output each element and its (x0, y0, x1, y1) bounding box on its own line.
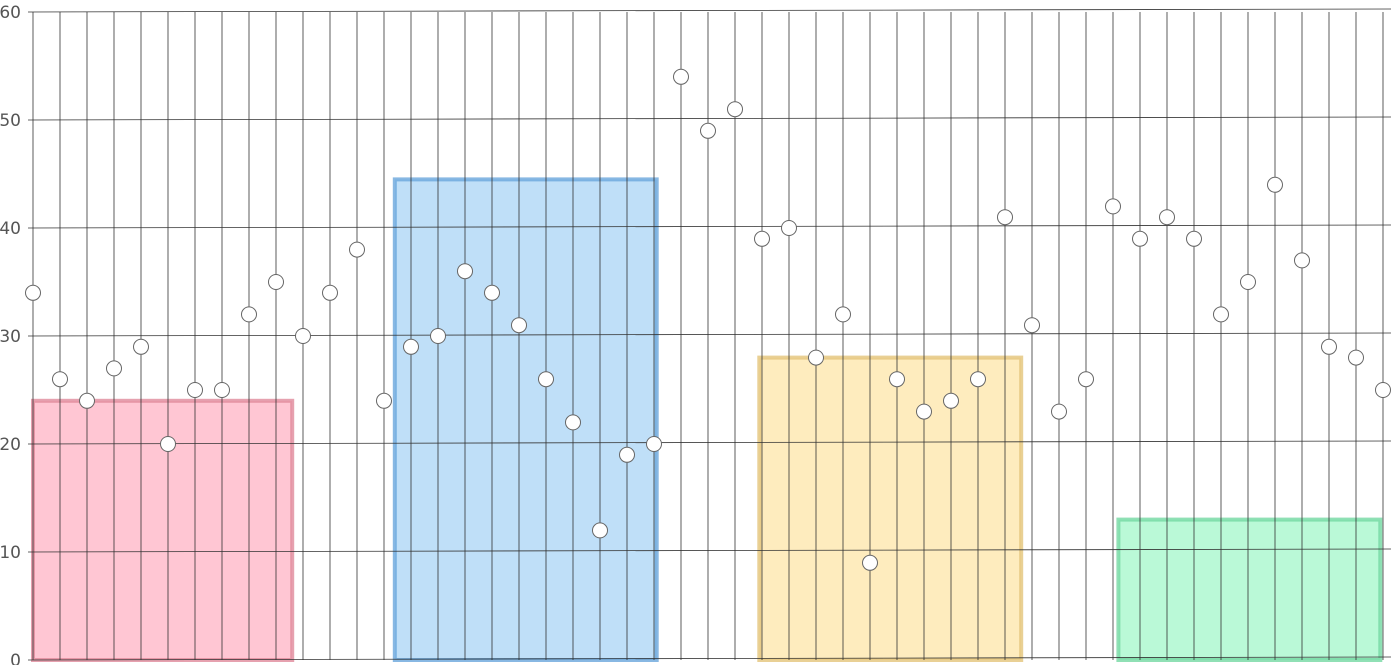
data-point-7 (214, 382, 230, 398)
vertical-gridlines (32, 12, 1384, 660)
data-point-49 (1348, 349, 1364, 366)
data-point-47 (1294, 252, 1310, 269)
data-point-39 (1078, 371, 1094, 388)
data-point-14 (403, 338, 419, 355)
y-tick-label-0: 0 (10, 651, 21, 665)
data-point-19 (538, 371, 554, 388)
data-point-34 (943, 392, 959, 409)
data-point-28 (781, 220, 797, 236)
y-tick-label-60: 60 (0, 3, 21, 23)
data-point-16 (457, 263, 473, 280)
data-point-46 (1267, 176, 1283, 193)
data-point-23 (646, 436, 662, 452)
data-point-45 (1240, 274, 1256, 290)
data-point-3 (106, 360, 122, 377)
data-point-33 (916, 403, 932, 420)
data-point-26 (727, 101, 743, 118)
data-point-50 (1375, 382, 1391, 398)
data-point-2 (79, 392, 95, 409)
data-point-42 (1159, 209, 1175, 226)
data-point-38 (1051, 403, 1067, 420)
y-gridline-0 (27, 656, 1391, 661)
data-point-0 (25, 284, 41, 301)
data-point-43 (1186, 230, 1202, 247)
data-point-22 (619, 446, 635, 463)
data-point-37 (1024, 317, 1040, 334)
highlight-region-4 (1116, 517, 1383, 662)
data-point-35 (970, 371, 986, 388)
data-point-12 (349, 241, 365, 258)
data-point-6 (187, 382, 203, 398)
data-point-9 (268, 274, 284, 290)
highlight-region-3 (757, 355, 1024, 662)
data-point-40 (1105, 198, 1121, 215)
data-point-44 (1213, 306, 1229, 323)
y-tick-label-20: 20 (0, 435, 21, 455)
data-point-4 (133, 338, 149, 355)
data-point-41 (1132, 230, 1148, 247)
data-point-36 (997, 209, 1013, 226)
data-point-24 (673, 68, 689, 85)
y-tick-label-40: 40 (0, 219, 21, 239)
data-point-30 (835, 306, 851, 323)
y-gridline-20 (27, 440, 1391, 445)
data-point-10 (295, 328, 311, 344)
data-point-13 (376, 392, 392, 409)
data-point-17 (484, 284, 500, 301)
data-point-8 (241, 306, 257, 323)
y-tick-label-50: 50 (0, 111, 21, 131)
data-point-20 (565, 414, 581, 431)
y-gridline-60 (27, 8, 1391, 13)
data-point-29 (808, 349, 824, 366)
data-point-15 (430, 328, 446, 344)
y-axis-tick-labels: 0 10 20 30 40 50 60 (0, 3, 21, 665)
highlight-region-2 (392, 177, 659, 662)
data-points (25, 68, 1391, 571)
data-point-48 (1321, 338, 1337, 355)
highlight-regions (31, 177, 1383, 662)
data-point-31 (862, 554, 878, 571)
y-gridline-50 (27, 116, 1391, 121)
data-point-32 (889, 371, 905, 388)
data-point-1 (52, 371, 68, 388)
horizontal-gridlines (27, 8, 1391, 661)
y-gridline-10 (27, 548, 1391, 553)
data-point-18 (511, 317, 527, 334)
data-point-5 (160, 436, 176, 452)
y-gridline-40 (27, 224, 1391, 229)
data-point-27 (754, 230, 770, 247)
y-tick-label-10: 10 (0, 543, 21, 563)
data-point-11 (322, 284, 338, 301)
data-point-21 (592, 522, 608, 539)
y-gridline-30 (27, 332, 1391, 337)
y-tick-label-30: 30 (0, 327, 21, 347)
data-point-25 (700, 122, 716, 139)
